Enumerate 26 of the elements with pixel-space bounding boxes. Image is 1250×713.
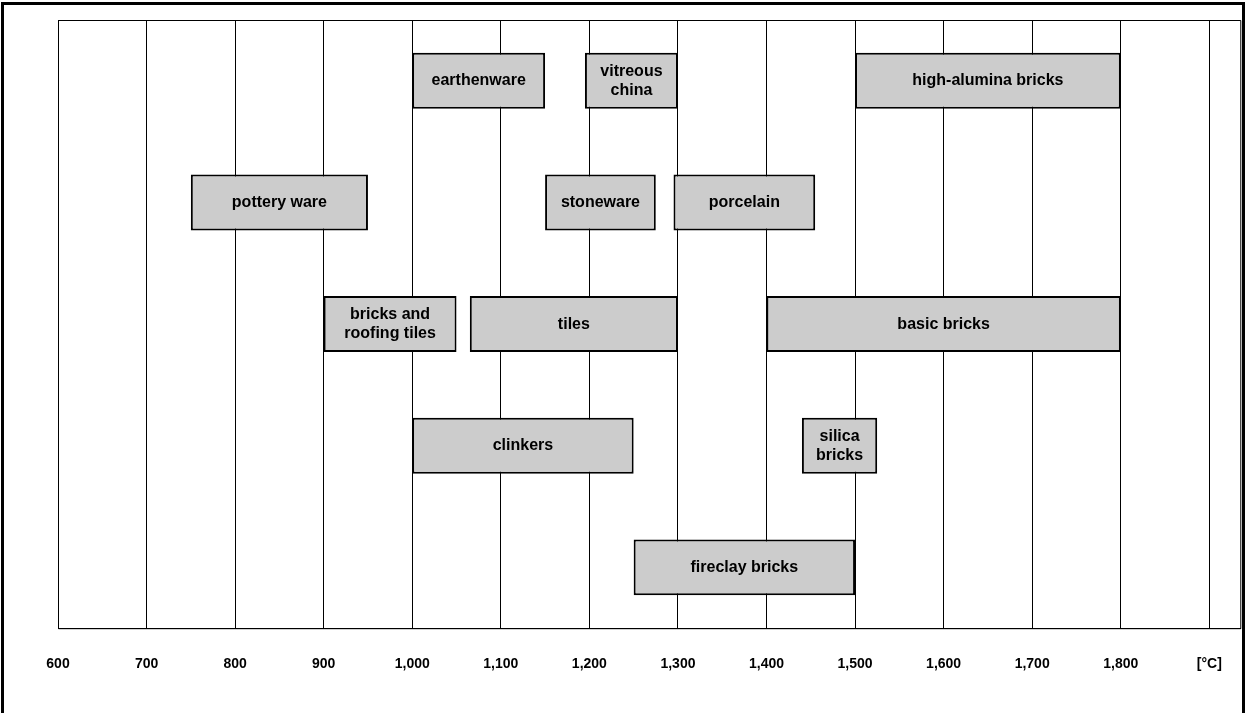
series-label: tiles [557,314,590,332]
x-tick-label: 1,800 [1103,655,1139,672]
x-tick-label: 1,300 [660,655,696,672]
series-label: clinkers [492,436,554,454]
x-tick-label: 1,000 [394,655,430,672]
x-tick-label: 1,100 [483,655,519,672]
x-tick-label: 1,700 [1014,655,1050,672]
x-tick-label: 1,600 [926,655,962,672]
x-tick-label: 600 [46,655,70,672]
series-label: earthenware [431,71,526,89]
x-tick-label: 1,400 [748,655,785,672]
x-tick-label: 700 [134,655,159,672]
series-label: high-alumina bricks [912,71,1064,89]
x-tick-label: 800 [223,655,248,672]
x-tick-label: 1,500 [837,655,873,672]
series-label: stoneware [560,192,641,210]
series-label: vitreous china [600,61,663,98]
series-label: pottery ware [231,192,328,210]
series-label: silica bricks [815,426,864,463]
x-tick-label: [°C] [1196,655,1222,672]
series-label: bricks and roofing tiles [344,305,436,342]
x-tick-label: 900 [312,655,336,672]
x-tick-label: 1,200 [571,655,608,672]
series-label: fireclay bricks [690,557,799,575]
series-label: basic bricks [897,314,990,332]
series-label: porcelain [708,192,780,210]
